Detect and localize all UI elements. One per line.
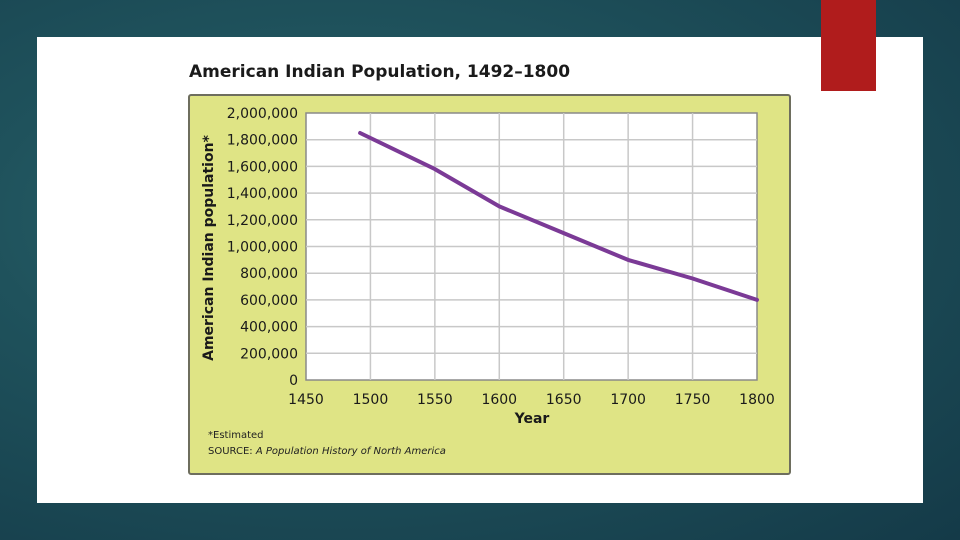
population-series-line (358, 131, 759, 302)
y-tick-label: 1,200,000 (227, 213, 298, 229)
red-accent-bar (821, 0, 876, 91)
y-tick-label: 0 (289, 373, 298, 389)
y-tick-label: 1,600,000 (227, 159, 298, 175)
x-tick-label: 1800 (739, 392, 775, 408)
x-axis-label: Year (514, 411, 550, 427)
x-tick-label: 1500 (353, 392, 389, 408)
y-axis-label: American Indian population* (201, 134, 217, 360)
x-tick-label: 1600 (481, 392, 517, 408)
footnote: *Estimated (208, 430, 264, 441)
source-citation: SOURCE: A Population History of North Am… (208, 446, 446, 457)
x-tick-label: 1700 (610, 392, 646, 408)
x-tick-label: 1650 (546, 392, 582, 408)
y-tick-label: 600,000 (240, 293, 298, 309)
y-tick-label: 1,000,000 (227, 240, 298, 256)
y-tick-label: 2,000,000 (227, 106, 298, 122)
x-tick-label: 1550 (417, 392, 453, 408)
y-tick-label: 1,800,000 (227, 133, 298, 149)
chart-title: American Indian Population, 1492–1800 (189, 62, 571, 82)
y-tick-label: 1,400,000 (227, 186, 298, 202)
x-tick-label: 1750 (675, 392, 711, 408)
y-tick-label: 200,000 (240, 346, 298, 362)
y-tick-label: 400,000 (240, 320, 298, 336)
source-prefix: SOURCE: (208, 446, 256, 457)
y-tick-label: 800,000 (240, 266, 298, 282)
x-tick-label: 1450 (288, 392, 324, 408)
source-title: A Population History of North America (255, 446, 446, 457)
